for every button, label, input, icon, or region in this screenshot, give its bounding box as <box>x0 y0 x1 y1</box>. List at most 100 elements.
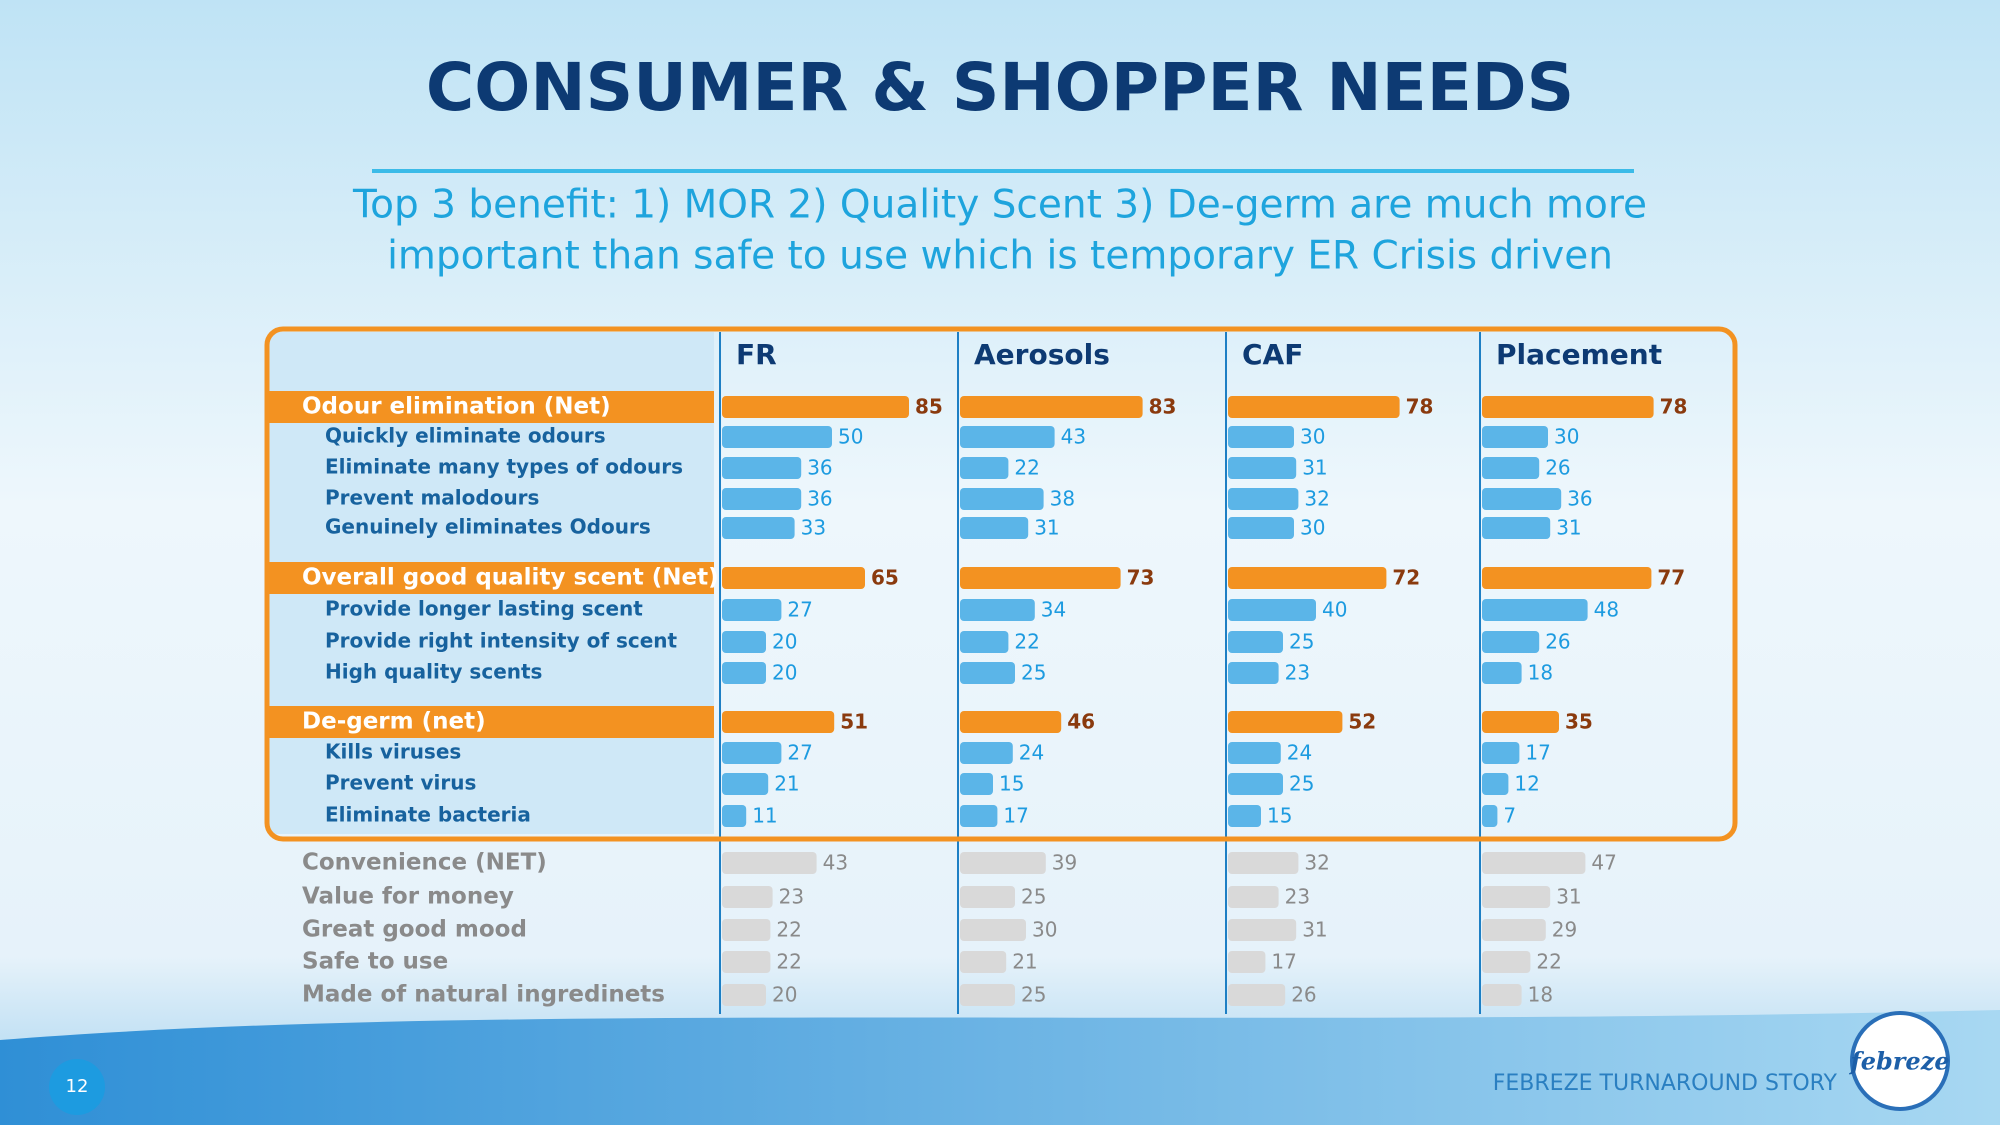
value-label: 31 <box>1556 885 1581 909</box>
bar <box>960 711 1062 733</box>
value-label: 22 <box>1014 456 1039 480</box>
value-label: 26 <box>1545 456 1570 480</box>
value-label: 85 <box>915 395 943 419</box>
bar <box>722 742 782 764</box>
net-band <box>269 706 714 738</box>
bar <box>1228 599 1316 621</box>
bar <box>722 599 782 621</box>
value-label: 38 <box>1050 487 1075 511</box>
bar <box>1228 742 1281 764</box>
value-label: 43 <box>823 851 848 875</box>
value-label: 23 <box>1285 885 1310 909</box>
value-label: 43 <box>1061 425 1086 449</box>
bar <box>960 852 1046 874</box>
value-label: 34 <box>1041 598 1066 622</box>
bar <box>722 984 766 1006</box>
logo-text: febreze <box>1848 1047 1949 1076</box>
bar <box>1228 886 1279 908</box>
bar <box>1482 711 1559 733</box>
value-label: 15 <box>1267 804 1292 828</box>
value-label: 46 <box>1067 710 1095 734</box>
net-band <box>269 391 714 423</box>
bar <box>1482 488 1562 510</box>
bar <box>960 773 993 795</box>
highlight-frame <box>264 326 1738 842</box>
row-label: Odour elimination (Net) <box>302 394 611 420</box>
bar <box>1482 517 1551 539</box>
value-label: 32 <box>1304 487 1329 511</box>
value-label: 26 <box>1545 630 1570 654</box>
column-header: CAF <box>1242 338 1303 371</box>
row-label: Kills viruses <box>325 740 461 764</box>
value-label: 36 <box>807 487 832 511</box>
bar <box>960 457 1009 479</box>
bar <box>722 711 835 733</box>
value-label: 20 <box>772 661 797 685</box>
bar <box>1482 396 1654 418</box>
bar <box>722 426 832 448</box>
bar <box>722 886 773 908</box>
bar <box>1482 773 1509 795</box>
bar <box>1482 662 1522 684</box>
subtitle-line: Top 3 benefit: 1) MOR 2) Quality Scent 3… <box>352 183 1647 228</box>
bar <box>1228 396 1400 418</box>
page-badge <box>49 1059 105 1115</box>
subtitle-line: important than safe to use which is temp… <box>387 234 1613 279</box>
value-label: 31 <box>1034 516 1059 540</box>
value-label: 25 <box>1289 630 1314 654</box>
value-label: 52 <box>1348 710 1376 734</box>
row-label: Prevent malodours <box>325 486 539 510</box>
bar <box>1228 984 1286 1006</box>
value-label: 51 <box>840 710 868 734</box>
bar <box>1228 567 1387 589</box>
bar <box>1228 852 1299 874</box>
value-label: 30 <box>1300 425 1325 449</box>
value-label: 78 <box>1660 395 1688 419</box>
bar <box>1482 805 1498 827</box>
bar <box>960 919 1026 941</box>
value-label: 17 <box>1271 950 1296 974</box>
value-label: 65 <box>871 566 899 590</box>
value-label: 36 <box>807 456 832 480</box>
value-label: 23 <box>1285 661 1310 685</box>
value-label: 11 <box>752 804 777 828</box>
bar <box>1228 773 1283 795</box>
bar <box>1228 631 1283 653</box>
row-label: Convenience (NET) <box>302 850 547 876</box>
bar <box>1228 711 1343 733</box>
row-label: Provide right intensity of scent <box>325 629 678 653</box>
bar <box>960 396 1143 418</box>
bar <box>722 517 795 539</box>
row-label: Genuinely eliminates Odours <box>325 515 651 539</box>
bar <box>960 567 1121 589</box>
value-label: 7 <box>1503 804 1516 828</box>
bar <box>1482 742 1520 764</box>
value-label: 12 <box>1514 772 1539 796</box>
bar <box>722 631 766 653</box>
bar <box>1228 488 1299 510</box>
value-label: 30 <box>1032 918 1057 942</box>
bar <box>722 919 771 941</box>
row-label: Eliminate many types of odours <box>325 455 683 479</box>
value-label: 21 <box>1012 950 1037 974</box>
bar <box>960 631 1009 653</box>
value-label: 20 <box>772 630 797 654</box>
value-label: 31 <box>1302 456 1327 480</box>
value-label: 83 <box>1149 395 1177 419</box>
value-label: 40 <box>1322 598 1347 622</box>
row-label: Eliminate bacteria <box>325 803 531 827</box>
bar <box>722 567 865 589</box>
value-label: 22 <box>776 918 801 942</box>
bar <box>960 805 998 827</box>
value-label: 18 <box>1528 983 1553 1007</box>
value-label: 24 <box>1019 741 1044 765</box>
column-header: Aerosols <box>974 338 1110 371</box>
value-label: 25 <box>1021 983 1046 1007</box>
title: CONSUMER & SHOPPER NEEDS <box>426 49 1574 126</box>
row-label: Safe to use <box>302 949 448 975</box>
value-label: 78 <box>1406 395 1434 419</box>
row-label: High quality scents <box>325 660 542 684</box>
bar <box>960 662 1015 684</box>
column-header: FR <box>736 338 777 371</box>
